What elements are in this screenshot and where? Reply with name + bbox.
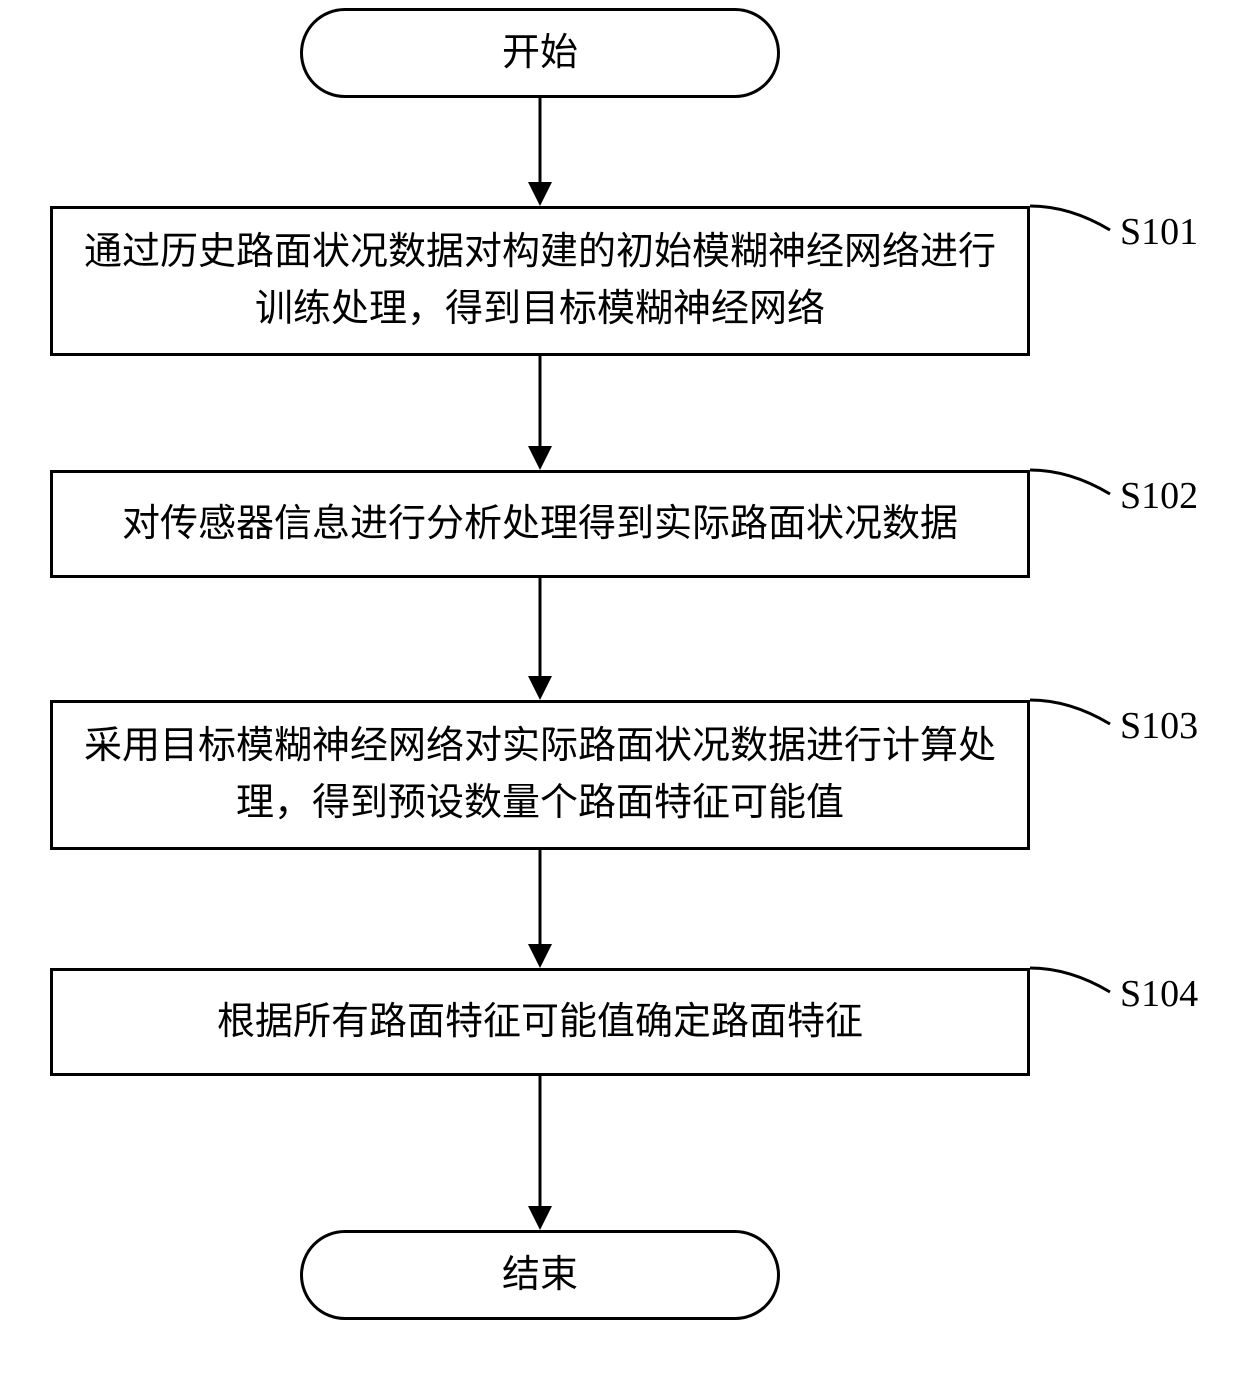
step-label-s102: S102: [1120, 474, 1198, 518]
s104-text: 根据所有路面特征可能值确定路面特征: [217, 994, 863, 1051]
callout-s104: [1030, 968, 1110, 992]
end-label: 结束: [502, 1247, 578, 1304]
process-node-s103: 采用目标模糊神经网络对实际路面状况数据进行计算处理，得到预设数量个路面特征可能值: [50, 700, 1030, 850]
callout-s101: [1030, 206, 1110, 230]
flowchart-canvas: 开始 通过历史路面状况数据对构建的初始模糊神经网络进行训练处理，得到目标模糊神经…: [0, 0, 1240, 1389]
process-node-s102: 对传感器信息进行分析处理得到实际路面状况数据: [50, 470, 1030, 578]
start-label: 开始: [502, 25, 578, 82]
process-node-s104: 根据所有路面特征可能值确定路面特征: [50, 968, 1030, 1076]
step-label-s103: S103: [1120, 704, 1198, 748]
callout-s103: [1030, 700, 1110, 724]
end-node: 结束: [300, 1230, 780, 1320]
step-label-s104: S104: [1120, 972, 1198, 1016]
s102-text: 对传感器信息进行分析处理得到实际路面状况数据: [122, 496, 958, 553]
callout-s102: [1030, 470, 1110, 494]
step-label-s101: S101: [1120, 210, 1198, 254]
s101-text: 通过历史路面状况数据对构建的初始模糊神经网络进行训练处理，得到目标模糊神经网络: [73, 224, 1007, 338]
process-node-s101: 通过历史路面状况数据对构建的初始模糊神经网络进行训练处理，得到目标模糊神经网络: [50, 206, 1030, 356]
start-node: 开始: [300, 8, 780, 98]
s103-text: 采用目标模糊神经网络对实际路面状况数据进行计算处理，得到预设数量个路面特征可能值: [73, 718, 1007, 832]
